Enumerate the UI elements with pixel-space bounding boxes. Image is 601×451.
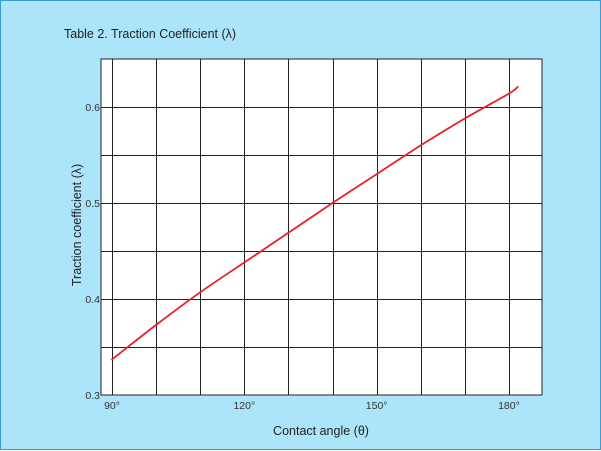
y-axis-label: Traction coefficient (λ): [70, 164, 84, 286]
plot-area: [100, 58, 543, 396]
y-tick-label: 0.5: [85, 198, 100, 210]
series-layer: [111, 85, 519, 361]
x-axis-ticks: 90° 120° 150° 180°: [104, 400, 520, 412]
grid: [101, 59, 542, 395]
chart-title: Table 2. Traction Coefficient (λ): [64, 27, 236, 41]
series-line-0: [111, 85, 519, 361]
x-tick-label: 90°: [104, 400, 120, 412]
x-tick-label: 120°: [233, 400, 255, 412]
x-tick-label: 150°: [366, 400, 388, 412]
y-axis-ticks: 0.3 0.4 0.5 0.6: [85, 102, 100, 402]
y-tick-label: 0.3: [85, 390, 100, 402]
x-axis-label: Contact angle (θ): [273, 424, 369, 438]
y-tick-label: 0.4: [85, 294, 100, 306]
x-tick-label: 180°: [498, 400, 520, 412]
y-tick-label: 0.6: [85, 102, 100, 114]
